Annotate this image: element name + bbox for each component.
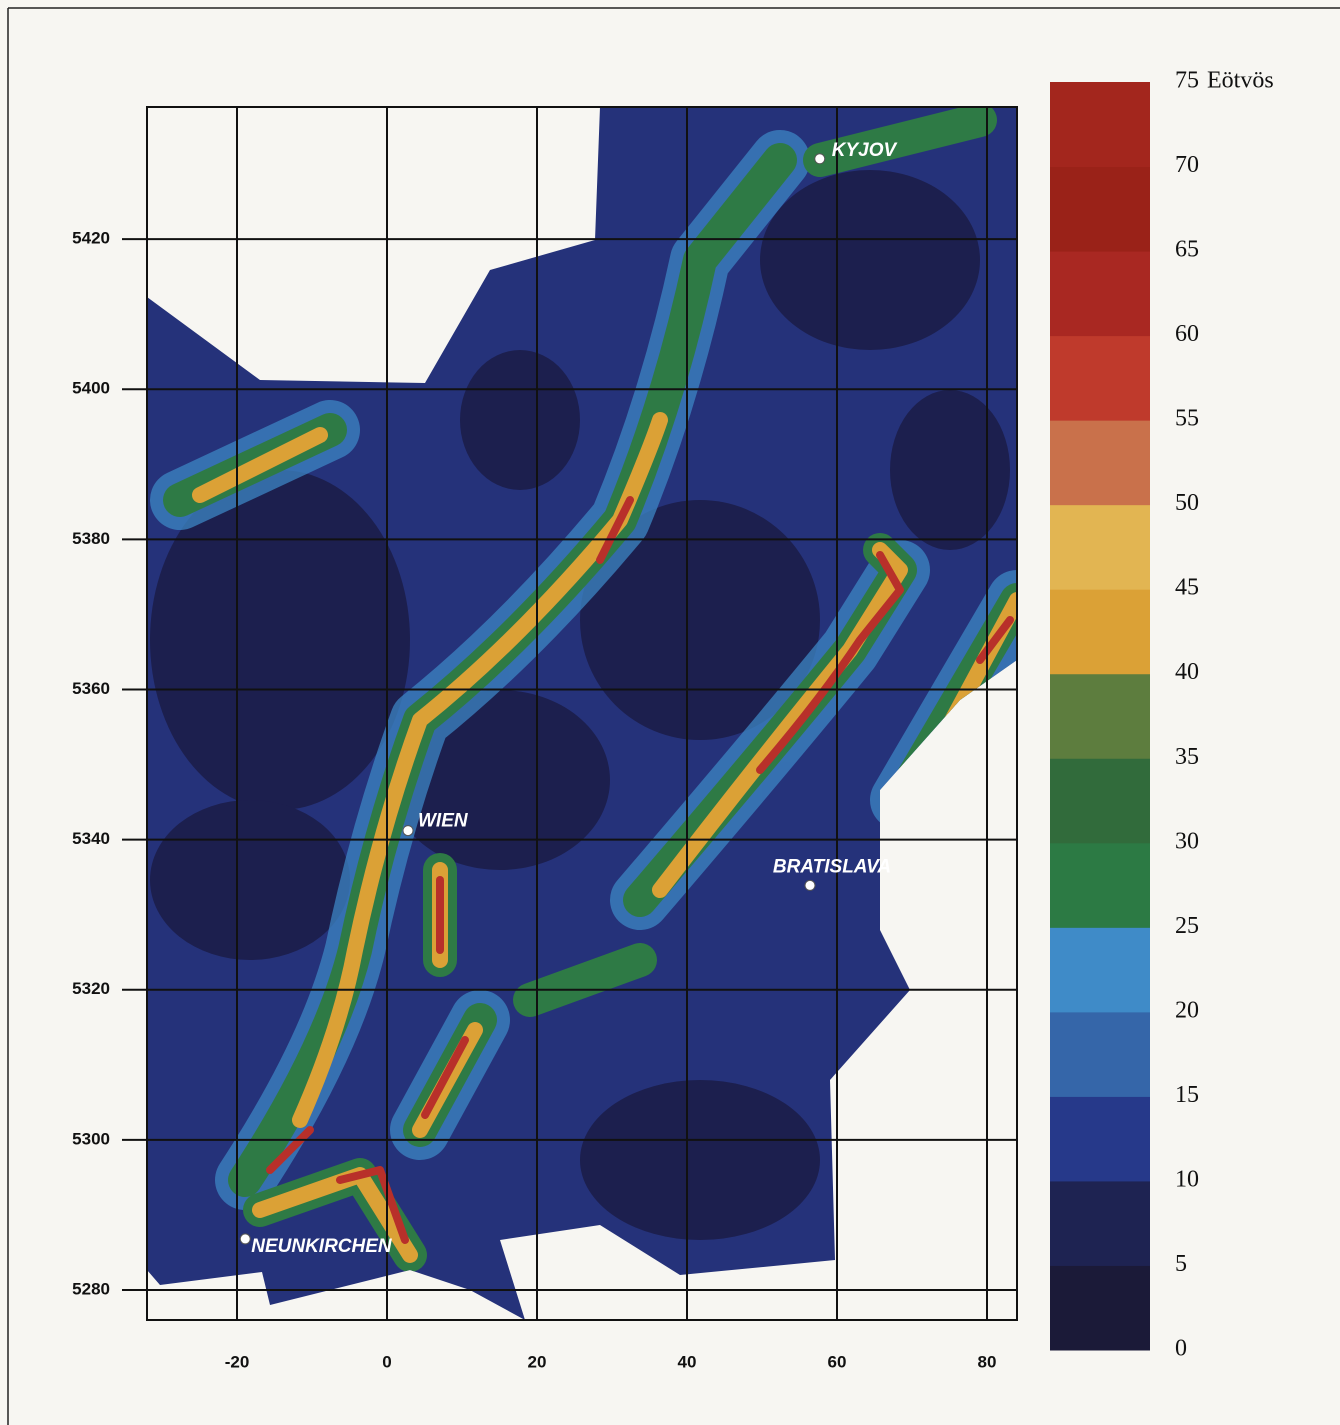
y-tick-label: 5340 xyxy=(72,829,110,848)
colorbar-tick-label: 50 xyxy=(1175,490,1199,516)
x-tick-label: 40 xyxy=(678,1352,697,1371)
city-label: KYJOV xyxy=(832,140,898,161)
y-tick-label: 5280 xyxy=(72,1279,110,1298)
colorbar-tick-label: 15 xyxy=(1175,1082,1199,1108)
colorbar-tick-label: 45 xyxy=(1175,575,1199,601)
colorbar-tick-label: 65 xyxy=(1175,237,1199,263)
x-tick-label: 0 xyxy=(382,1352,391,1371)
x-tick-label: -20 xyxy=(225,1352,250,1371)
colorbar-tick-label: 55 xyxy=(1175,406,1199,432)
y-tick-label: 5360 xyxy=(72,679,110,698)
colorbar-band xyxy=(1050,758,1150,844)
city-marker xyxy=(239,1233,251,1245)
colorbar-tick-label: 10 xyxy=(1175,1166,1199,1192)
colorbar-band xyxy=(1050,589,1150,675)
colorbar-tick-label: 20 xyxy=(1175,997,1199,1023)
colorbar-band xyxy=(1050,166,1150,252)
colorbar-tick-label: 5 xyxy=(1175,1251,1187,1277)
gradient-field xyxy=(147,107,1017,1320)
colorbar-band xyxy=(1050,1011,1150,1097)
colorbar-tick-label: 35 xyxy=(1175,744,1199,770)
city-label: NEUNKIRCHEN xyxy=(251,1236,393,1257)
city-marker xyxy=(402,825,414,837)
x-tick-label: 60 xyxy=(828,1352,847,1371)
y-tick-label: 5320 xyxy=(72,979,110,998)
colorbar-band xyxy=(1050,673,1150,759)
colorbar-band xyxy=(1050,504,1150,590)
colorbar-unit: Eötvös xyxy=(1207,68,1274,94)
y-tick-label: 5400 xyxy=(72,379,110,398)
colorbar-tick-label: 40 xyxy=(1175,659,1199,685)
colorbar-band xyxy=(1050,1265,1150,1351)
colorbar-tick-label: 25 xyxy=(1175,913,1199,939)
city-marker xyxy=(804,879,816,891)
city-label: WIEN xyxy=(418,811,469,832)
colorbar-tick-label: 0 xyxy=(1175,1336,1187,1362)
y-tick-label: 5380 xyxy=(72,529,110,548)
colorbar-band xyxy=(1050,842,1150,928)
x-tick-label: 80 xyxy=(978,1352,997,1371)
colorbar-band xyxy=(1050,251,1150,337)
y-tick-label: 5300 xyxy=(72,1129,110,1148)
y-tick-label: 5420 xyxy=(72,229,110,248)
map-layer: -20 0 20 40 60 805280530053205340536053805400… xyxy=(72,68,1274,1372)
city-label: BRATISLAVA xyxy=(773,856,891,877)
colorbar-band xyxy=(1050,1096,1150,1182)
colorbar-band xyxy=(1050,927,1150,1013)
plot-frame xyxy=(146,106,1018,1321)
city-marker xyxy=(814,153,826,165)
x-tick-label: 20 xyxy=(528,1352,547,1371)
colorbar-band xyxy=(1050,335,1150,421)
colorbar-band xyxy=(1050,82,1150,168)
colorbar-tick-label: 75 xyxy=(1175,68,1199,94)
colorbar-tick-label: 30 xyxy=(1175,828,1199,854)
colorbar-tick-label: 70 xyxy=(1175,152,1199,178)
colorbar-band xyxy=(1050,420,1150,506)
colorbar-band xyxy=(1050,1180,1150,1266)
colorbar-tick-label: 60 xyxy=(1175,321,1199,347)
